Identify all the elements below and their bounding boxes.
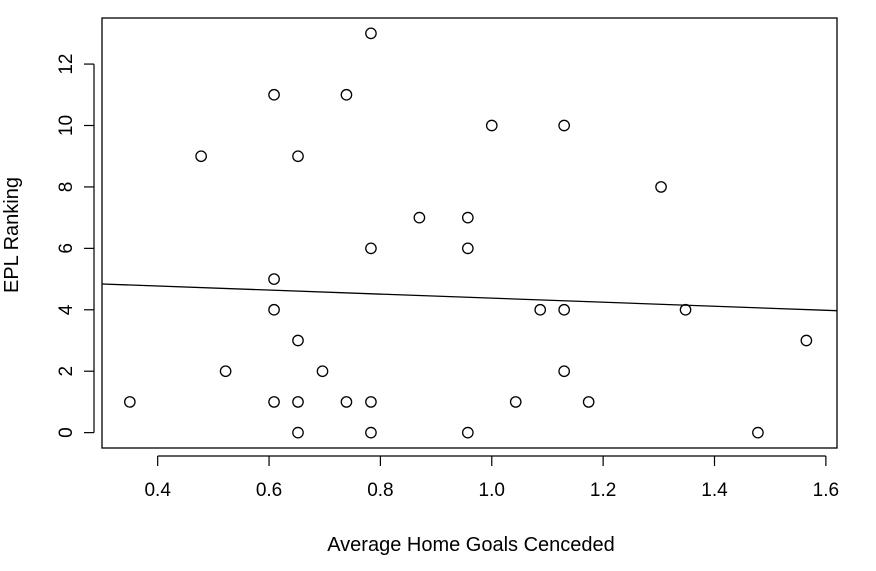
data-point: [485, 119, 498, 132]
regression-line: [101, 283, 838, 312]
data-point: [195, 150, 207, 163]
data-point: [123, 396, 136, 408]
y-tick-label: 8: [56, 182, 77, 193]
data-point: [582, 396, 595, 408]
y-tick-label: 10: [56, 115, 77, 136]
y-tick-label: 4: [56, 304, 77, 315]
data-point: [752, 426, 764, 439]
data-point: [268, 88, 280, 101]
data-point: [292, 396, 304, 408]
data-point: [679, 303, 692, 316]
data-point: [655, 181, 667, 193]
y-tick-label: 6: [56, 243, 77, 254]
data-point: [365, 242, 377, 255]
y-tick-label: 12: [56, 54, 77, 75]
y-tick-label: 2: [56, 366, 77, 377]
data-point: [558, 365, 571, 378]
x-tick-label: 1.0: [479, 480, 505, 501]
data-point: [800, 334, 813, 347]
x-tick-label: 0.4: [144, 480, 171, 501]
data-point: [340, 88, 353, 101]
data-point: [534, 303, 547, 316]
data-point: [413, 211, 426, 224]
data-point: [365, 396, 377, 408]
data-point: [365, 426, 377, 439]
data-point: [268, 273, 280, 285]
x-tick-label: 0.8: [367, 480, 393, 501]
data-point: [461, 242, 474, 255]
data-point: [292, 334, 304, 347]
y-tick-label: 0: [56, 427, 77, 438]
data-points: [123, 27, 813, 439]
data-point: [219, 365, 232, 378]
y-axis: 0 2 4 6 8 10 12: [56, 54, 95, 438]
data-point: [292, 150, 304, 163]
data-point: [558, 119, 571, 132]
x-axis-title: Average Home Goals Cenceded: [327, 534, 615, 556]
data-point: [509, 396, 522, 408]
data-point: [365, 27, 377, 40]
x-axis: 0.4 0.6 0.8 1.0 1.2 1.4 1.6: [144, 455, 839, 501]
data-point: [268, 396, 280, 408]
data-point: [340, 396, 353, 408]
x-tick-label: 1.2: [590, 480, 616, 501]
data-point: [316, 365, 329, 378]
x-tick-label: 0.6: [256, 480, 282, 501]
data-point: [558, 303, 571, 316]
x-tick-label: 1.4: [701, 480, 728, 501]
data-point: [461, 211, 474, 224]
plot-frame: [101, 17, 838, 449]
data-point: [292, 426, 304, 439]
data-point: [268, 303, 280, 316]
y-axis-title: EPL Ranking: [1, 177, 23, 293]
regression-line-group: [101, 283, 838, 312]
data-point: [461, 426, 474, 439]
x-tick-label: 1.6: [813, 480, 839, 501]
